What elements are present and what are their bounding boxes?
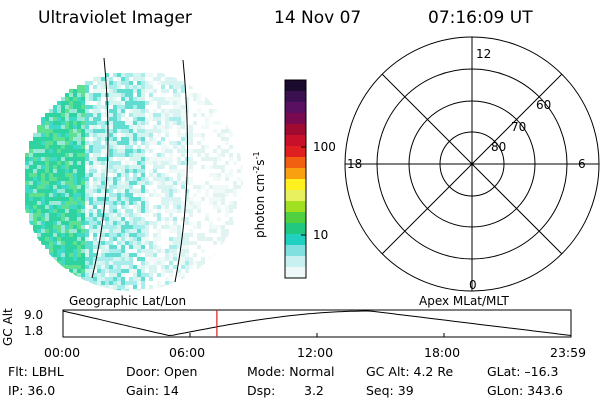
- polar-grid: [344, 36, 600, 292]
- date-label: 14 Nov 07: [274, 8, 362, 28]
- lat-label-80: 80: [491, 140, 507, 154]
- mlt-label-6: 6: [578, 157, 586, 171]
- mlt-label-18: 18: [347, 157, 363, 171]
- lat-label-60: 60: [536, 98, 552, 112]
- timeline-xtick-4: 23:59: [550, 345, 587, 360]
- timeline-panel: [62, 309, 572, 338]
- longitude-line-1: [91, 57, 109, 279]
- colorbar-tick-10: 10: [313, 228, 329, 242]
- colorbar-tick-100: 100: [313, 140, 336, 154]
- colorbar: [284, 79, 307, 279]
- mlt-label-0: 0: [469, 278, 477, 292]
- timeline-ylabel: GC Alt: [1, 308, 15, 346]
- info-ip: IP: 36.0: [8, 383, 56, 398]
- timeline-ytick-bottom: 1.8: [24, 324, 44, 338]
- timeline-xtick-1: 06:00: [169, 345, 206, 360]
- timeline-xtick-0: 00:00: [44, 345, 81, 360]
- info-door: Door: Open: [126, 364, 198, 379]
- info-gain: Gain: 14: [126, 383, 179, 398]
- time-label: 07:16:09 UT: [428, 8, 533, 28]
- info-dsp-label: Dsp:: [247, 383, 276, 398]
- lat-label-70: 70: [511, 120, 527, 134]
- info-mode: Mode: Normal: [247, 364, 335, 379]
- mlt-label-12: 12: [476, 47, 492, 61]
- info-flt: Flt: LBHL: [8, 364, 64, 379]
- geo-label: Geographic Lat/Lon: [69, 294, 187, 308]
- colorbar-label: photon cm-2s-1: [252, 151, 267, 238]
- info-glon: GLon: 343.6: [487, 383, 563, 398]
- uv-image: [25, 57, 243, 291]
- timeline-ytick-top: 9.0: [24, 308, 44, 322]
- timeline-xtick-2: 12:00: [297, 345, 334, 360]
- info-seq: Seq: 39: [366, 383, 414, 398]
- info-dsp-value: 3.2: [304, 383, 324, 398]
- apex-label: Apex MLat/MLT: [419, 294, 509, 308]
- instrument-title: Ultraviolet Imager: [38, 8, 192, 28]
- timeline-xtick-3: 18:00: [424, 345, 461, 360]
- info-gcalt: GC Alt: 4.2 Re: [366, 364, 454, 379]
- longitude-line-2: [174, 59, 188, 283]
- info-glat: GLat: –16.3: [487, 364, 559, 379]
